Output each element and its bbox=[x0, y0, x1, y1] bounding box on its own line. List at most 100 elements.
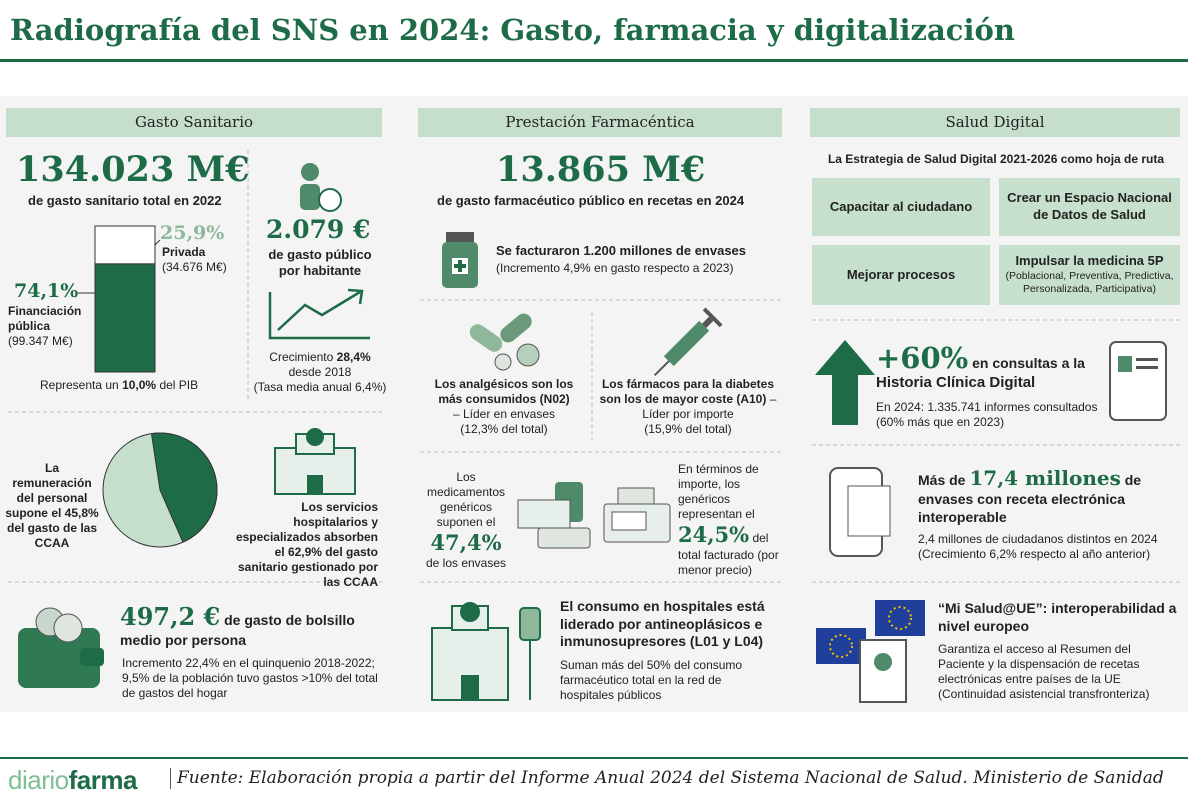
strategy-box: Mejorar procesos bbox=[812, 245, 990, 305]
text: Crecimiento bbox=[269, 350, 334, 364]
text: (12,3% del total) bbox=[460, 422, 548, 436]
text: 28,4% bbox=[336, 350, 371, 364]
detail: En 2024: 1.335.741 informes consultados(… bbox=[876, 400, 1097, 430]
leader-line bbox=[154, 239, 161, 246]
strategy-box: Crear un Espacio Nacional de Datos de Sa… bbox=[999, 178, 1180, 236]
caption: 497,2 € de gasto de bolsillo medio por p… bbox=[120, 602, 382, 650]
detail: Incremento 22,4% en el quinquenio 2018-2… bbox=[122, 656, 378, 700]
caption: Crecimiento 28,4% desde 2018 (Tasa media a… bbox=[250, 350, 390, 395]
generics-icon bbox=[517, 482, 591, 549]
text: En 2024: 1.335.741 informes consultados bbox=[876, 400, 1098, 414]
wallet-icon bbox=[18, 607, 104, 688]
text: de envases con receta electrónica intero… bbox=[918, 472, 1142, 525]
text: – Líder en envases bbox=[452, 407, 556, 421]
amount: (99.347 M€) bbox=[8, 334, 73, 348]
text: En términos de importe, los genéricos re… bbox=[678, 462, 759, 521]
label: Privada bbox=[162, 245, 206, 259]
text: Los analgésicos son los más consumidos (… bbox=[434, 377, 574, 406]
strategy-box: Capacitar al ciudadano bbox=[812, 178, 990, 236]
caption: El consumo en hospitales está liderado p… bbox=[560, 598, 765, 649]
text: Los fármacos para la diabetes son los de… bbox=[599, 377, 775, 406]
caption: Los servicios hospitalarios y especializ… bbox=[235, 500, 378, 589]
caption: Representa un 10,0% del PIB bbox=[40, 378, 198, 393]
eu-flags-icon bbox=[816, 600, 925, 703]
text: – Líder por importe bbox=[642, 392, 777, 421]
source: Fuente: Elaboración propia a partir del … bbox=[170, 768, 1164, 790]
big-number: 13.865 M€ bbox=[496, 149, 706, 190]
caption: +60% en consultas a la bbox=[876, 340, 1085, 376]
column-heading: Gasto Sanitario bbox=[6, 108, 382, 137]
percent: 24,5% bbox=[678, 522, 750, 547]
big-number: 497,2 € bbox=[120, 602, 221, 631]
logo: diariofarma bbox=[8, 764, 137, 797]
text: en consultas a la bbox=[972, 355, 1085, 371]
caption: de gasto público por habitante bbox=[268, 247, 372, 279]
bar-segment bbox=[94, 225, 156, 265]
text: Capacitar al ciudadano bbox=[829, 198, 973, 214]
text: del PIB bbox=[159, 378, 199, 392]
caption: Historia Clínica Digital bbox=[876, 374, 1036, 391]
big-number: +60% bbox=[876, 341, 969, 375]
pie-chart bbox=[102, 432, 218, 548]
text: (Crecimiento 6,2% respecto al año anteri… bbox=[918, 547, 1151, 561]
phone-icon bbox=[829, 467, 891, 557]
percent: 47,4% bbox=[430, 530, 502, 555]
column-heading: Prestación Farmacéntica bbox=[418, 108, 782, 137]
big-number: 17,4 millones bbox=[969, 466, 1121, 490]
big-number: 134.023 M€ bbox=[16, 149, 250, 190]
page-title: Radiografía del SNS en 2024: Gasto, farm… bbox=[10, 13, 1015, 47]
text: Mejorar procesos bbox=[846, 266, 956, 282]
text: Más de bbox=[918, 472, 966, 488]
detail: 2,4 millones de ciudadanos distintos en … bbox=[918, 532, 1158, 562]
text: (60% más que en 2023) bbox=[876, 415, 1005, 429]
caption: “Mi Salud@UE”: interoperabilidad a nivel… bbox=[938, 600, 1177, 634]
text: 10,0% bbox=[122, 378, 157, 392]
separators bbox=[8, 150, 1180, 583]
syringe-icon bbox=[653, 307, 723, 377]
caption: de gasto sanitario total en 2022 bbox=[28, 193, 222, 208]
text: (Poblacional, Preventiva, Predictiva, Pe… bbox=[1005, 269, 1174, 296]
caption: Los analgésicos son los más consumidos (… bbox=[428, 377, 580, 437]
caption: Los medicamentos genéricos suponen el 47,… bbox=[418, 470, 514, 571]
growth-icon bbox=[268, 288, 370, 340]
bottle-icon bbox=[442, 232, 478, 288]
hospital-icon bbox=[274, 428, 356, 495]
label: Financiación pública bbox=[8, 304, 82, 333]
column-heading: Salud Digital bbox=[810, 108, 1180, 137]
percent: 25,9% bbox=[160, 222, 225, 244]
person-icon bbox=[300, 163, 342, 212]
text: desde 2018 bbox=[288, 365, 352, 379]
text: (15,9% del total) bbox=[644, 422, 732, 436]
tablet-icon bbox=[1109, 341, 1167, 421]
text: diario bbox=[8, 765, 69, 795]
hospital-iv-icon bbox=[431, 602, 541, 701]
caption: La Estrategia de Salud Digital 2021-2026… bbox=[827, 152, 1165, 166]
big-number: 2.079 € bbox=[266, 215, 371, 244]
text: 2,4 millones de ciudadanos distintos en … bbox=[918, 532, 1158, 546]
detail: Suman más del 50% del consumo farmacéuti… bbox=[560, 658, 743, 702]
text: del total facturado (por menor precio) bbox=[678, 531, 779, 578]
text: de los envases bbox=[425, 556, 507, 571]
arrow-icon bbox=[815, 340, 875, 425]
detail: Garantiza el acceso al Resumen del Pacie… bbox=[938, 642, 1150, 701]
pie-slice bbox=[150, 432, 218, 543]
header-rule bbox=[0, 59, 1188, 62]
caption: En términos de importe, los genéricos re… bbox=[678, 462, 786, 578]
caption: Más de 17,4 millones de envases con rece… bbox=[918, 466, 1168, 526]
amount: (34.676 M€) bbox=[162, 260, 227, 274]
text: (Tasa media anual 6,4%) bbox=[253, 380, 387, 394]
text: Representa un bbox=[40, 378, 119, 392]
bar-segment bbox=[94, 263, 156, 373]
bar-chart bbox=[78, 225, 161, 373]
footer-rule bbox=[0, 757, 1188, 759]
text: de gasto de bolsillo medio por persona bbox=[120, 612, 355, 648]
text: Los medicamentos genéricos suponen el bbox=[426, 470, 506, 529]
percent: 74,1% bbox=[14, 280, 79, 302]
text: Crear un Espacio Nacional de Datos de Sa… bbox=[1007, 190, 1172, 222]
caption: Se facturaron 1.200 millones de envases bbox=[496, 243, 747, 258]
caption: La remuneración del personal supone el 4… bbox=[5, 461, 99, 550]
pills-icon bbox=[469, 313, 540, 371]
caption: de gasto farmacéutico público en recetas… bbox=[437, 193, 745, 208]
